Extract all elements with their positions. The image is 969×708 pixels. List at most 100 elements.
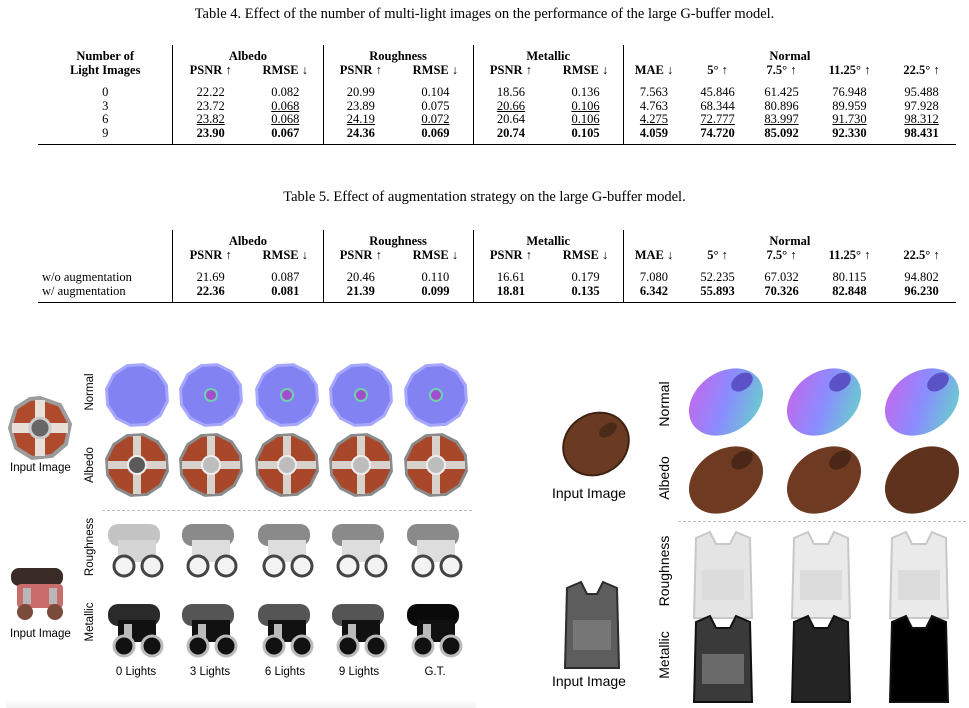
table-cell: 4.059 — [622, 126, 685, 145]
table-row: 0 22.22 0.082 20.99 0.104 18.56 0.136 7.563 45.8… — [38, 82, 956, 100]
albedo-map-mouse — [884, 446, 960, 514]
table4-col0-line2: Light Images — [69, 62, 141, 77]
table-cell: 22.22 — [172, 82, 248, 100]
table-cell: 98.312 — [904, 112, 939, 126]
albedo-map-shield — [329, 433, 393, 497]
roughness-map-cannon — [332, 524, 388, 578]
fig-right-row-label-metallic: Metallic — [656, 631, 672, 679]
table-cell: 0.099 — [398, 284, 474, 303]
table-cell: 24.36 — [322, 126, 399, 145]
table5-metric: PSNR ↑ — [472, 248, 549, 267]
table-cell: 18.81 — [472, 284, 549, 303]
fig-right-input-label-2: Input Image — [552, 673, 626, 689]
normal-map-shield — [255, 363, 319, 427]
table5-group-albedo: Albedo — [172, 230, 324, 249]
albedo-map-mouse — [688, 446, 764, 514]
table4-col0-line1: Number of — [76, 49, 135, 63]
table-cell: 98.431 — [887, 126, 956, 145]
fig-left-input-label-1: Input Image — [10, 462, 71, 474]
normal-map-shield — [179, 363, 243, 427]
table5-metric: 22.5° ↑ — [903, 247, 940, 262]
metallic-map-vest — [790, 614, 852, 703]
table-cell: 61.425 — [764, 85, 799, 99]
table5-metric: RMSE ↓ — [562, 247, 609, 262]
normal-map-mouse — [688, 368, 764, 436]
table4-group-roughness: Roughness — [322, 45, 474, 64]
fig-left-col-label: 6 Lights — [264, 666, 306, 678]
table-cell: 96.230 — [887, 284, 956, 303]
fig-left-col-label: 3 Lights — [189, 666, 231, 678]
table-cell: 95.488 — [904, 85, 939, 99]
table-cell: 76.948 — [832, 85, 867, 99]
albedo-map-shield — [255, 433, 319, 497]
table4-group-normal: Normal — [622, 45, 956, 64]
albedo-map-shield — [404, 433, 468, 497]
normal-map-mouse — [884, 368, 960, 436]
roughness-map-vest — [790, 530, 852, 619]
table-cell: 21.69 — [172, 267, 248, 285]
albedo-map-mouse — [786, 446, 862, 514]
table5-metric: RMSE ↓ — [262, 247, 309, 262]
row-label: 9 — [38, 126, 173, 145]
metallic-map-cannon — [108, 604, 164, 658]
table-cell: 20.64 — [472, 112, 549, 127]
table4-caption: Table 4. Effect of the number of multi-l… — [194, 6, 775, 22]
mouse-input-thumbnail — [562, 411, 630, 477]
table5-metric: PSNR ↑ — [322, 248, 399, 267]
table4-group-header: Number of Albedo Roughness Metallic Norm… — [38, 45, 956, 64]
table4: Number of Albedo Roughness Metallic Norm… — [38, 45, 956, 145]
table-cell: 0.110 — [421, 270, 450, 284]
table4-metric: PSNR ↑ — [472, 63, 549, 82]
table-cell: 55.893 — [684, 284, 752, 303]
metallic-map-cannon — [182, 604, 238, 658]
fig-left-col-label: G.T. — [424, 666, 446, 678]
table-cell: 94.802 — [904, 270, 939, 284]
table-cell: 4.763 — [622, 99, 685, 113]
table5-metric: 11.25° ↑ — [828, 247, 871, 262]
table4-metric: MAE ↓ — [622, 63, 685, 82]
table-cell: 23.82 — [172, 112, 248, 127]
table-cell: 91.730 — [832, 112, 867, 126]
table-cell: 4.275 — [622, 112, 685, 127]
table-row: 6 23.82 0.068 24.19 0.072 20.64 0.106 4.275 72.7… — [38, 112, 956, 127]
fig-left-dashed-divider — [102, 510, 472, 511]
table-cell: 0.082 — [271, 85, 300, 99]
row-label: w/o augmentation — [42, 270, 132, 284]
roughness-map-vest — [888, 530, 950, 619]
table4-group-albedo: Albedo — [172, 45, 324, 64]
metallic-map-cannon — [258, 604, 314, 658]
metallic-map-vest — [692, 614, 754, 703]
table-cell: 20.74 — [472, 126, 549, 145]
table-cell: 0.087 — [271, 270, 300, 284]
table-row: w/ augmentation 22.36 0.081 21.39 0.099 18.81… — [38, 284, 956, 303]
table-cell: 83.997 — [764, 112, 799, 126]
metallic-map-vest — [888, 614, 950, 703]
table5-metric: 7.5° ↑ — [766, 247, 797, 262]
table5-metric: PSNR ↑ — [172, 248, 248, 267]
table-cell: 80.896 — [764, 98, 799, 113]
table-cell: 0.067 — [247, 126, 324, 145]
table5-group-roughness: Roughness — [322, 230, 474, 249]
table-cell: 20.46 — [322, 267, 399, 285]
table-cell: 0.075 — [421, 98, 450, 113]
table-cell: 89.959 — [832, 98, 867, 113]
roughness-map-cannon — [108, 524, 164, 578]
table-cell: 0.135 — [548, 284, 624, 303]
roughness-map-vest — [692, 530, 754, 619]
roughness-map-cannon — [258, 524, 314, 578]
table5-metric: RMSE ↓ — [412, 247, 459, 262]
table-cell: 0.081 — [247, 284, 324, 303]
table-cell: 21.39 — [322, 284, 399, 303]
fig-right-row-label-normal: Normal — [656, 381, 672, 427]
table-cell: 0.104 — [421, 85, 450, 99]
table-cell: 85.092 — [751, 126, 812, 145]
table-cell: 67.032 — [764, 270, 799, 284]
fig-left-row-label-albedo: Albedo — [84, 447, 96, 483]
table-row: 9 23.90 0.067 24.36 0.069 20.74 0.105 4.059 74.7… — [38, 126, 956, 145]
table5-group-metallic: Metallic — [472, 230, 624, 249]
table5: Albedo Roughness Metallic Normal PSNR ↑ … — [38, 230, 956, 303]
table4-body: 0 22.22 0.082 20.99 0.104 18.56 0.136 7.563 45.8… — [38, 82, 956, 145]
table-cell: 23.90 — [172, 126, 248, 145]
table4-metric: 5° ↑ — [707, 62, 728, 77]
table5-caption: Table 5. Effect of augmentation strategy… — [283, 189, 686, 205]
